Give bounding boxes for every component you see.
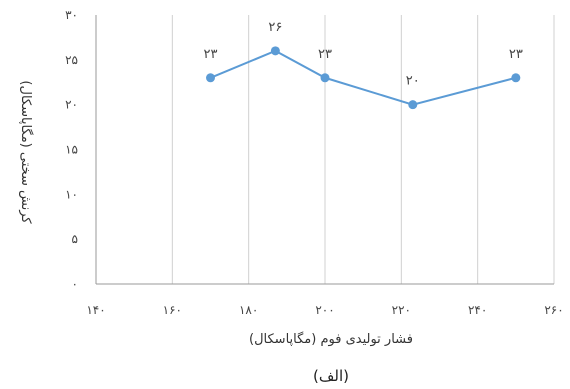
data-point [408,100,418,110]
grid-lines [95,15,555,284]
y-tick-label: ۲۵ [65,53,78,67]
y-tick-label: ۵ [72,232,78,246]
figure-caption: (الف) [313,367,349,385]
x-tick-labels: ۱۴۰ ۱۶۰ ۱۸۰ ۲۰۰ ۲۲۰ ۲۴۰ ۲۶۰ [86,303,563,317]
x-tick-label: ۲۲۰ [392,303,411,317]
data-point [270,46,280,56]
x-tick-label: ۲۰۰ [315,303,334,317]
data-point [320,73,330,83]
series-group [206,46,521,110]
data-label: ۲۳ [204,47,218,62]
x-tick-label: ۱۴۰ [86,303,105,317]
y-tick-label: ۲۰ [65,98,78,112]
y-tick-label: ۱۰ [65,187,78,201]
data-label: ۲۰ [406,74,420,89]
series-line [210,49,517,106]
y-tick-label: ۰ [72,277,78,291]
data-point [511,73,521,83]
x-tick-label: ۲۶۰ [544,303,563,317]
x-tick-label: ۱۶۰ [163,303,182,317]
y-tick-labels: ۰ ۵ ۱۰ ۱۵ ۲۰ ۲۵ ۳۰ [65,8,78,291]
data-label: ۲۶ [268,20,282,35]
data-label: ۲۳ [509,47,523,62]
y-tick-label: ۱۵ [65,143,78,157]
data-point [206,73,215,83]
data-label: ۲۳ [318,47,332,62]
y-tick-label: ۳۰ [65,8,78,22]
data-labels: ۲۳ ۲۶ ۲۳ ۲۰ ۲۳ [204,20,523,89]
y-axis-label: کرنش سختی (مگاپاسکال) [18,80,34,224]
x-tick-label: ۱۸۰ [239,303,258,317]
axes [95,15,554,285]
x-axis-label: فشار تولیدی فوم (مگاپاسکال) [249,331,413,347]
x-tick-label: ۲۴۰ [468,303,487,317]
